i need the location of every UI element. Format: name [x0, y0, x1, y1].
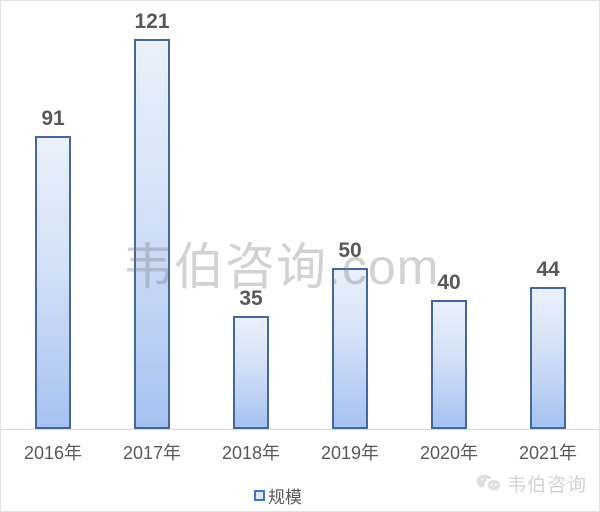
- bar-value-label: 40: [437, 271, 461, 294]
- legend-swatch: [254, 490, 265, 501]
- x-axis-label: 2021年: [518, 443, 578, 463]
- x-axis-line: [1, 429, 599, 430]
- x-axis-label: 2020年: [419, 443, 479, 463]
- bar-value-label: 121: [134, 10, 170, 33]
- bar-2019年: [332, 268, 368, 429]
- x-axis-label: 2017年: [122, 443, 182, 463]
- legend-label: 规模: [268, 488, 302, 507]
- bar-2020年: [431, 300, 467, 429]
- bar-value-label: 35: [239, 287, 263, 310]
- bar-value-label: 50: [338, 239, 362, 262]
- x-axis-label: 2016年: [23, 443, 83, 463]
- bar-2018年: [233, 316, 269, 429]
- legend: 规模: [254, 483, 302, 508]
- bar-value-label: 91: [41, 107, 65, 130]
- watermark-bottom-right-text: 韦伯咨询: [506, 475, 587, 496]
- bar-2021年: [530, 287, 566, 429]
- bar-value-label: 44: [536, 258, 560, 281]
- x-axis-label: 2019年: [320, 443, 380, 463]
- bar-2017年: [134, 39, 170, 429]
- bar-2016年: [35, 136, 71, 429]
- watermark-bottom-right: 韦伯咨询: [475, 470, 587, 497]
- wechat-icon: [476, 474, 501, 491]
- x-axis-label: 2018年: [221, 443, 281, 463]
